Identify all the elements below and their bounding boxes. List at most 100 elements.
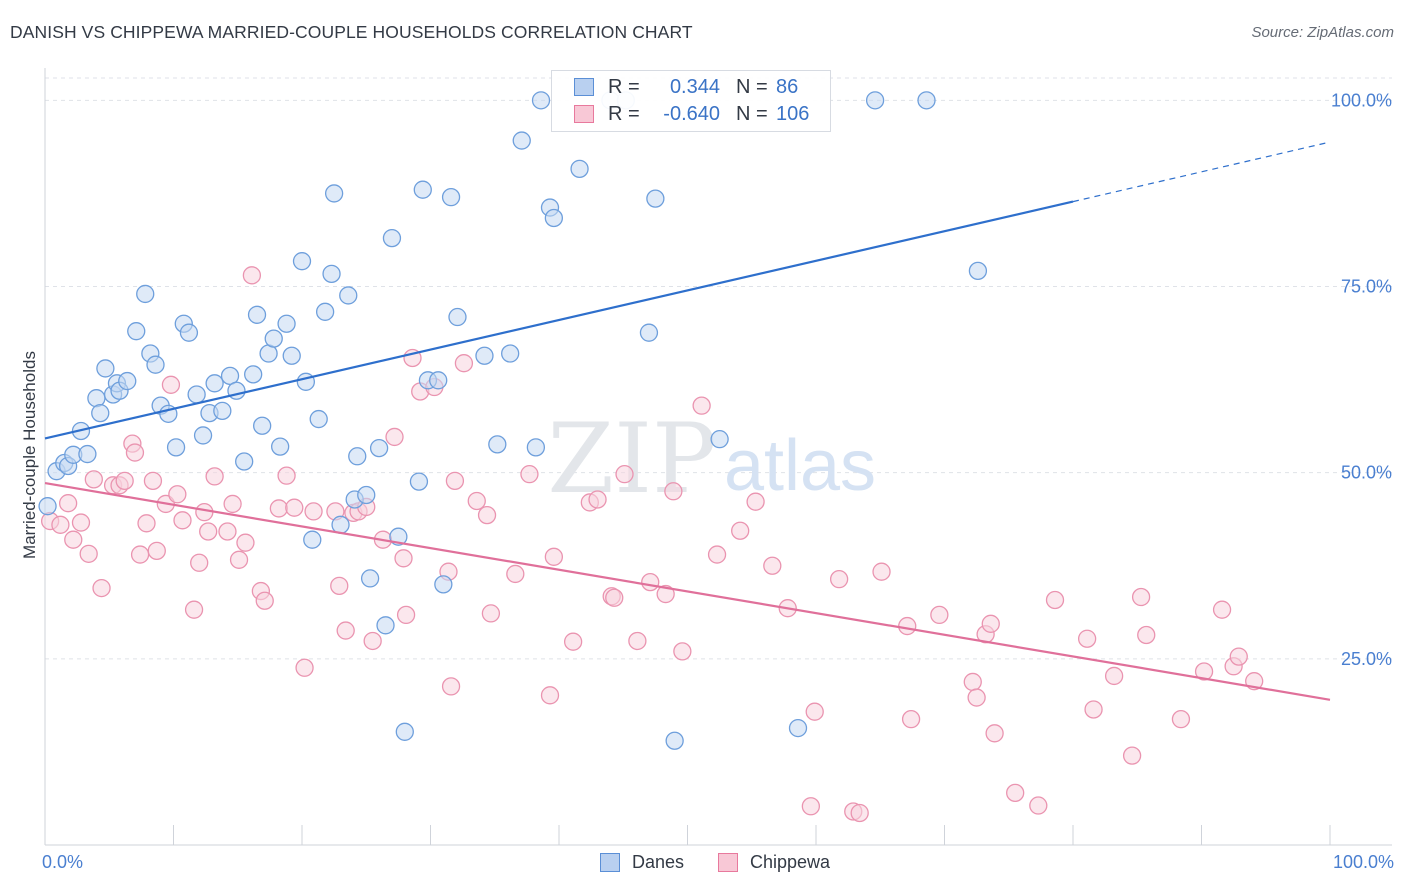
n-label: N = (736, 102, 768, 125)
chippewa-point (763, 556, 782, 575)
danes-point (395, 722, 414, 741)
chippewa-point (1077, 629, 1097, 648)
danes-point (292, 252, 312, 271)
chippewa-point (1171, 710, 1191, 729)
n-value: 86 (776, 75, 799, 98)
chippewa-point (805, 702, 824, 721)
chippewa-point (173, 511, 192, 530)
chippewa-point (1104, 666, 1124, 686)
danes-point (665, 731, 684, 750)
chippewa-point (130, 545, 150, 564)
chippewa-trend-line (44, 482, 1331, 701)
correlation-legend: R = 0.344 N = 86 R = -0.640 N = 106 (551, 70, 831, 132)
chippewa-point (588, 490, 607, 509)
chippewa-point (51, 515, 70, 534)
danes-point (87, 389, 106, 408)
chippewa-point (394, 549, 413, 568)
chippewa-point (1084, 700, 1103, 719)
chippewa-point (190, 553, 209, 572)
danes-point (166, 438, 186, 457)
watermark-zip: ZIP (547, 403, 716, 515)
danes-legend-label: Danes (632, 852, 685, 872)
chippewa-point (544, 547, 564, 566)
chippewa-point (1122, 746, 1142, 765)
chippewa-point (137, 514, 156, 533)
chippewa-point (829, 570, 849, 589)
danes-point (213, 401, 232, 421)
danes-point (531, 91, 551, 110)
chippewa-point (1029, 796, 1048, 815)
chippewa-point (147, 541, 166, 561)
chippewa-legend-label: Chippewa (750, 852, 831, 872)
danes-swatch (574, 78, 594, 96)
danes-point (282, 346, 301, 365)
r-value: -0.640 (663, 102, 720, 125)
chippewa-point (229, 550, 249, 569)
danes-point (413, 180, 432, 199)
chippewa-point (872, 562, 891, 581)
chippewa-point (615, 465, 634, 484)
series-legend: Danes Chippewa (0, 852, 1406, 878)
danes-point (488, 435, 507, 454)
chippewa-point (285, 498, 304, 517)
danes-point (339, 286, 358, 305)
chippewa-point (692, 396, 711, 415)
danes-trend-line (44, 200, 1074, 440)
danes-point (146, 355, 165, 374)
danes-point (271, 437, 290, 456)
chippewa-point (199, 522, 218, 541)
y-tick-label: 50.0% (1341, 463, 1392, 483)
danes-point (526, 438, 546, 457)
chippewa-point (385, 427, 404, 447)
danes-point (917, 91, 936, 110)
chippewa-point (801, 797, 821, 816)
danes-point (193, 426, 213, 445)
chippewa-point (1006, 783, 1025, 803)
chippewa-point (441, 677, 461, 696)
danes-point (179, 323, 199, 342)
legend-item-danes[interactable]: Danes (600, 852, 684, 873)
chippewa-point (71, 513, 91, 532)
chippewa-point (205, 467, 224, 486)
danes-point (118, 371, 137, 391)
chippewa-point (850, 803, 869, 823)
n-label: N = (736, 75, 768, 98)
chippewa-point (58, 494, 78, 513)
chippewa-point (242, 266, 262, 285)
danes-point (91, 403, 110, 423)
chippewa-point (731, 521, 750, 540)
danes-trend-extension (1072, 141, 1331, 203)
danes-point (324, 184, 344, 203)
r-value: 0.344 (669, 75, 720, 98)
chippewa-point (223, 494, 242, 514)
chippewa-point (396, 605, 416, 625)
chippewa-point (967, 688, 986, 707)
legend-row-danes: R = 0.344 N = 86 (574, 74, 816, 100)
chippewa-point (304, 502, 323, 521)
chippewa-point (477, 505, 497, 525)
chippewa-point (467, 491, 486, 511)
chippewa-point (161, 375, 181, 394)
chippewa-point (1137, 625, 1156, 645)
danes-point (369, 438, 389, 458)
chippewa-point (330, 576, 349, 596)
watermark: ZIP atlas (547, 403, 876, 515)
watermark-atlas: atlas (724, 426, 876, 506)
r-label: R = (608, 102, 640, 125)
danes-point (434, 575, 453, 594)
chippewa-point (125, 443, 145, 462)
chippewa-point (1194, 662, 1214, 681)
y-tick-label: 100.0% (1331, 90, 1392, 110)
danes-point (501, 344, 520, 363)
chippewa-point (79, 544, 98, 563)
legend-item-chippewa[interactable]: Chippewa (718, 852, 830, 873)
chippewa-point (563, 632, 583, 651)
danes-point (264, 329, 283, 348)
chippewa-point (92, 578, 111, 598)
trend-lines (44, 141, 1331, 701)
chippewa-point (168, 485, 187, 504)
chippewa-point (277, 466, 296, 485)
chippewa-point (1229, 647, 1248, 666)
chippewa-point (664, 482, 683, 501)
chippewa-point (930, 605, 949, 625)
